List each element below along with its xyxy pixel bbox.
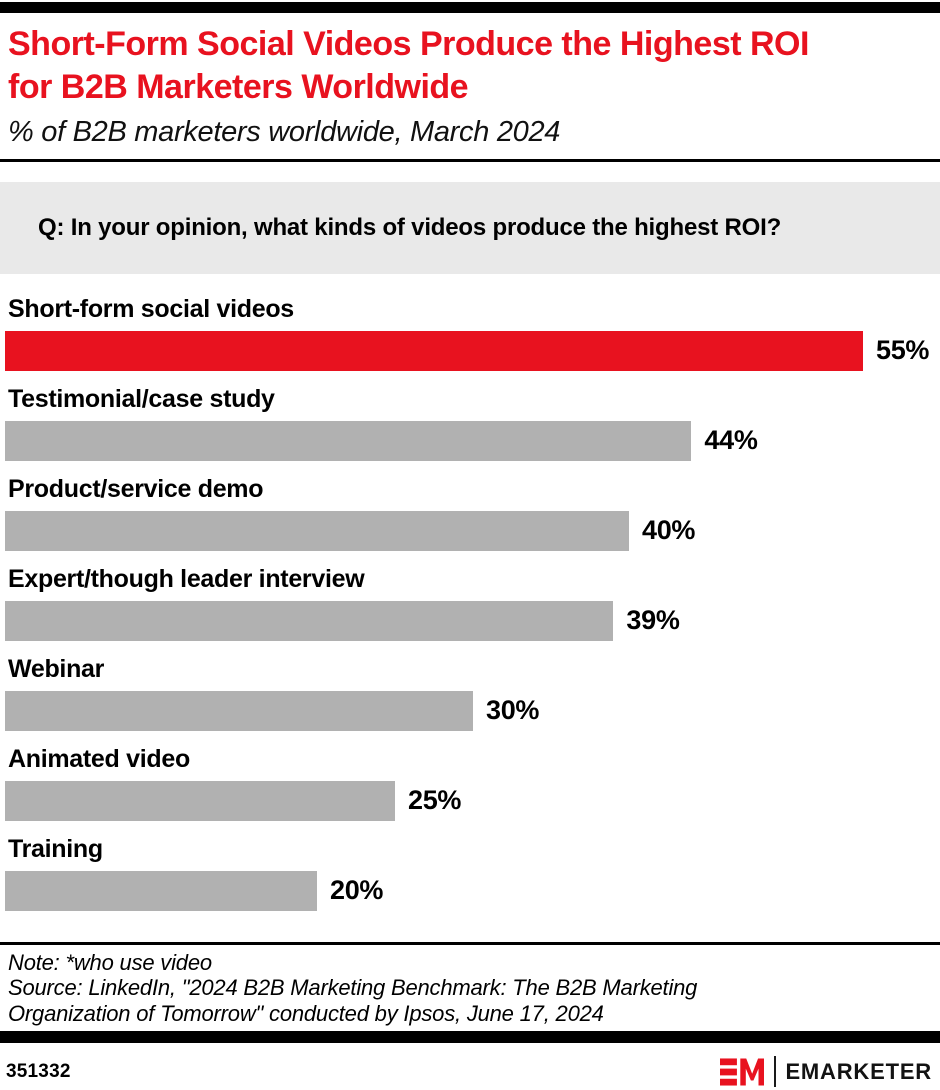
notes: Note: *who use video Source: LinkedIn, "… xyxy=(0,945,940,1027)
chart-subtitle: % of B2B marketers worldwide, March 2024 xyxy=(8,115,561,148)
bar-track: 44% xyxy=(5,420,932,461)
header: Short-Form Social Videos Produce the Hig… xyxy=(0,13,940,149)
bar-value-label: 40% xyxy=(642,515,696,546)
bar-track: 30% xyxy=(5,690,932,731)
bar-row: Short-form social videos 55% xyxy=(5,293,932,371)
chart-id: 351332 xyxy=(6,1060,71,1082)
note-text: Note: *who use video xyxy=(8,949,212,975)
chart-title-line1: Short-Form Social Videos Produce the Hig… xyxy=(8,25,809,63)
bar-category-label: Webinar xyxy=(8,654,105,683)
bar xyxy=(5,780,395,821)
chart-title: Short-Form Social Videos Produce the Hig… xyxy=(8,23,932,109)
bar-category-label: Product/service demo xyxy=(8,474,264,503)
bar-track: 39% xyxy=(5,600,932,641)
bar-value-label: 55% xyxy=(876,335,930,366)
bar-category-label: Short-form social videos xyxy=(8,294,294,323)
bar-row: Animated video 25% xyxy=(5,743,932,821)
bar xyxy=(5,870,317,911)
bar-row: Testimonial/case study 44% xyxy=(5,383,932,461)
em-monogram-icon xyxy=(720,1058,765,1086)
bar-chart: Short-form social videos 55% Testimonial/c… xyxy=(0,274,940,911)
chart-title-line2: for B2B Marketers Worldwide xyxy=(8,67,469,106)
bar xyxy=(5,690,473,731)
bar-category-label: Training xyxy=(8,834,103,863)
logo-divider xyxy=(774,1056,777,1088)
bar-track: 40% xyxy=(5,510,932,551)
bar-value-label: 30% xyxy=(486,695,540,726)
bar-row: Product/service demo 40% xyxy=(5,473,932,551)
bar xyxy=(5,510,629,551)
notes-divider xyxy=(0,941,940,945)
bar xyxy=(5,600,614,641)
question-text: Q: In your opinion, what kinds of videos… xyxy=(38,213,782,241)
source-text: Source: LinkedIn, "2024 B2B Marketing Be… xyxy=(8,975,698,1026)
bar-value-label: 25% xyxy=(408,785,462,816)
footer: 351332 EMARKETER xyxy=(0,1043,940,1088)
bar-row: Training 20% xyxy=(5,833,932,911)
bar xyxy=(5,420,692,461)
bar-category-label: Expert/though leader interview xyxy=(8,564,365,593)
bar-row: Expert/though leader interview 39% xyxy=(5,563,932,641)
question-box: Q: In your opinion, what kinds of videos… xyxy=(0,181,940,274)
bar-track: 25% xyxy=(5,780,932,821)
bar-track: 20% xyxy=(5,870,932,911)
bar xyxy=(5,330,863,371)
header-divider xyxy=(0,158,940,162)
bar-value-label: 20% xyxy=(330,875,384,906)
bar-value-label: 39% xyxy=(626,605,680,636)
bar-category-label: Testimonial/case study xyxy=(8,384,275,413)
top-accent-bar xyxy=(0,2,940,13)
emarketer-logo: EMARKETER xyxy=(720,1056,932,1088)
bar-category-label: Animated video xyxy=(8,744,190,773)
bar-track: 55% xyxy=(5,330,932,371)
bar-value-label: 44% xyxy=(704,425,758,456)
bottom-accent-bar xyxy=(0,1031,940,1044)
bar-row: Webinar 30% xyxy=(5,653,932,731)
brand-wordmark: EMARKETER xyxy=(785,1058,932,1084)
